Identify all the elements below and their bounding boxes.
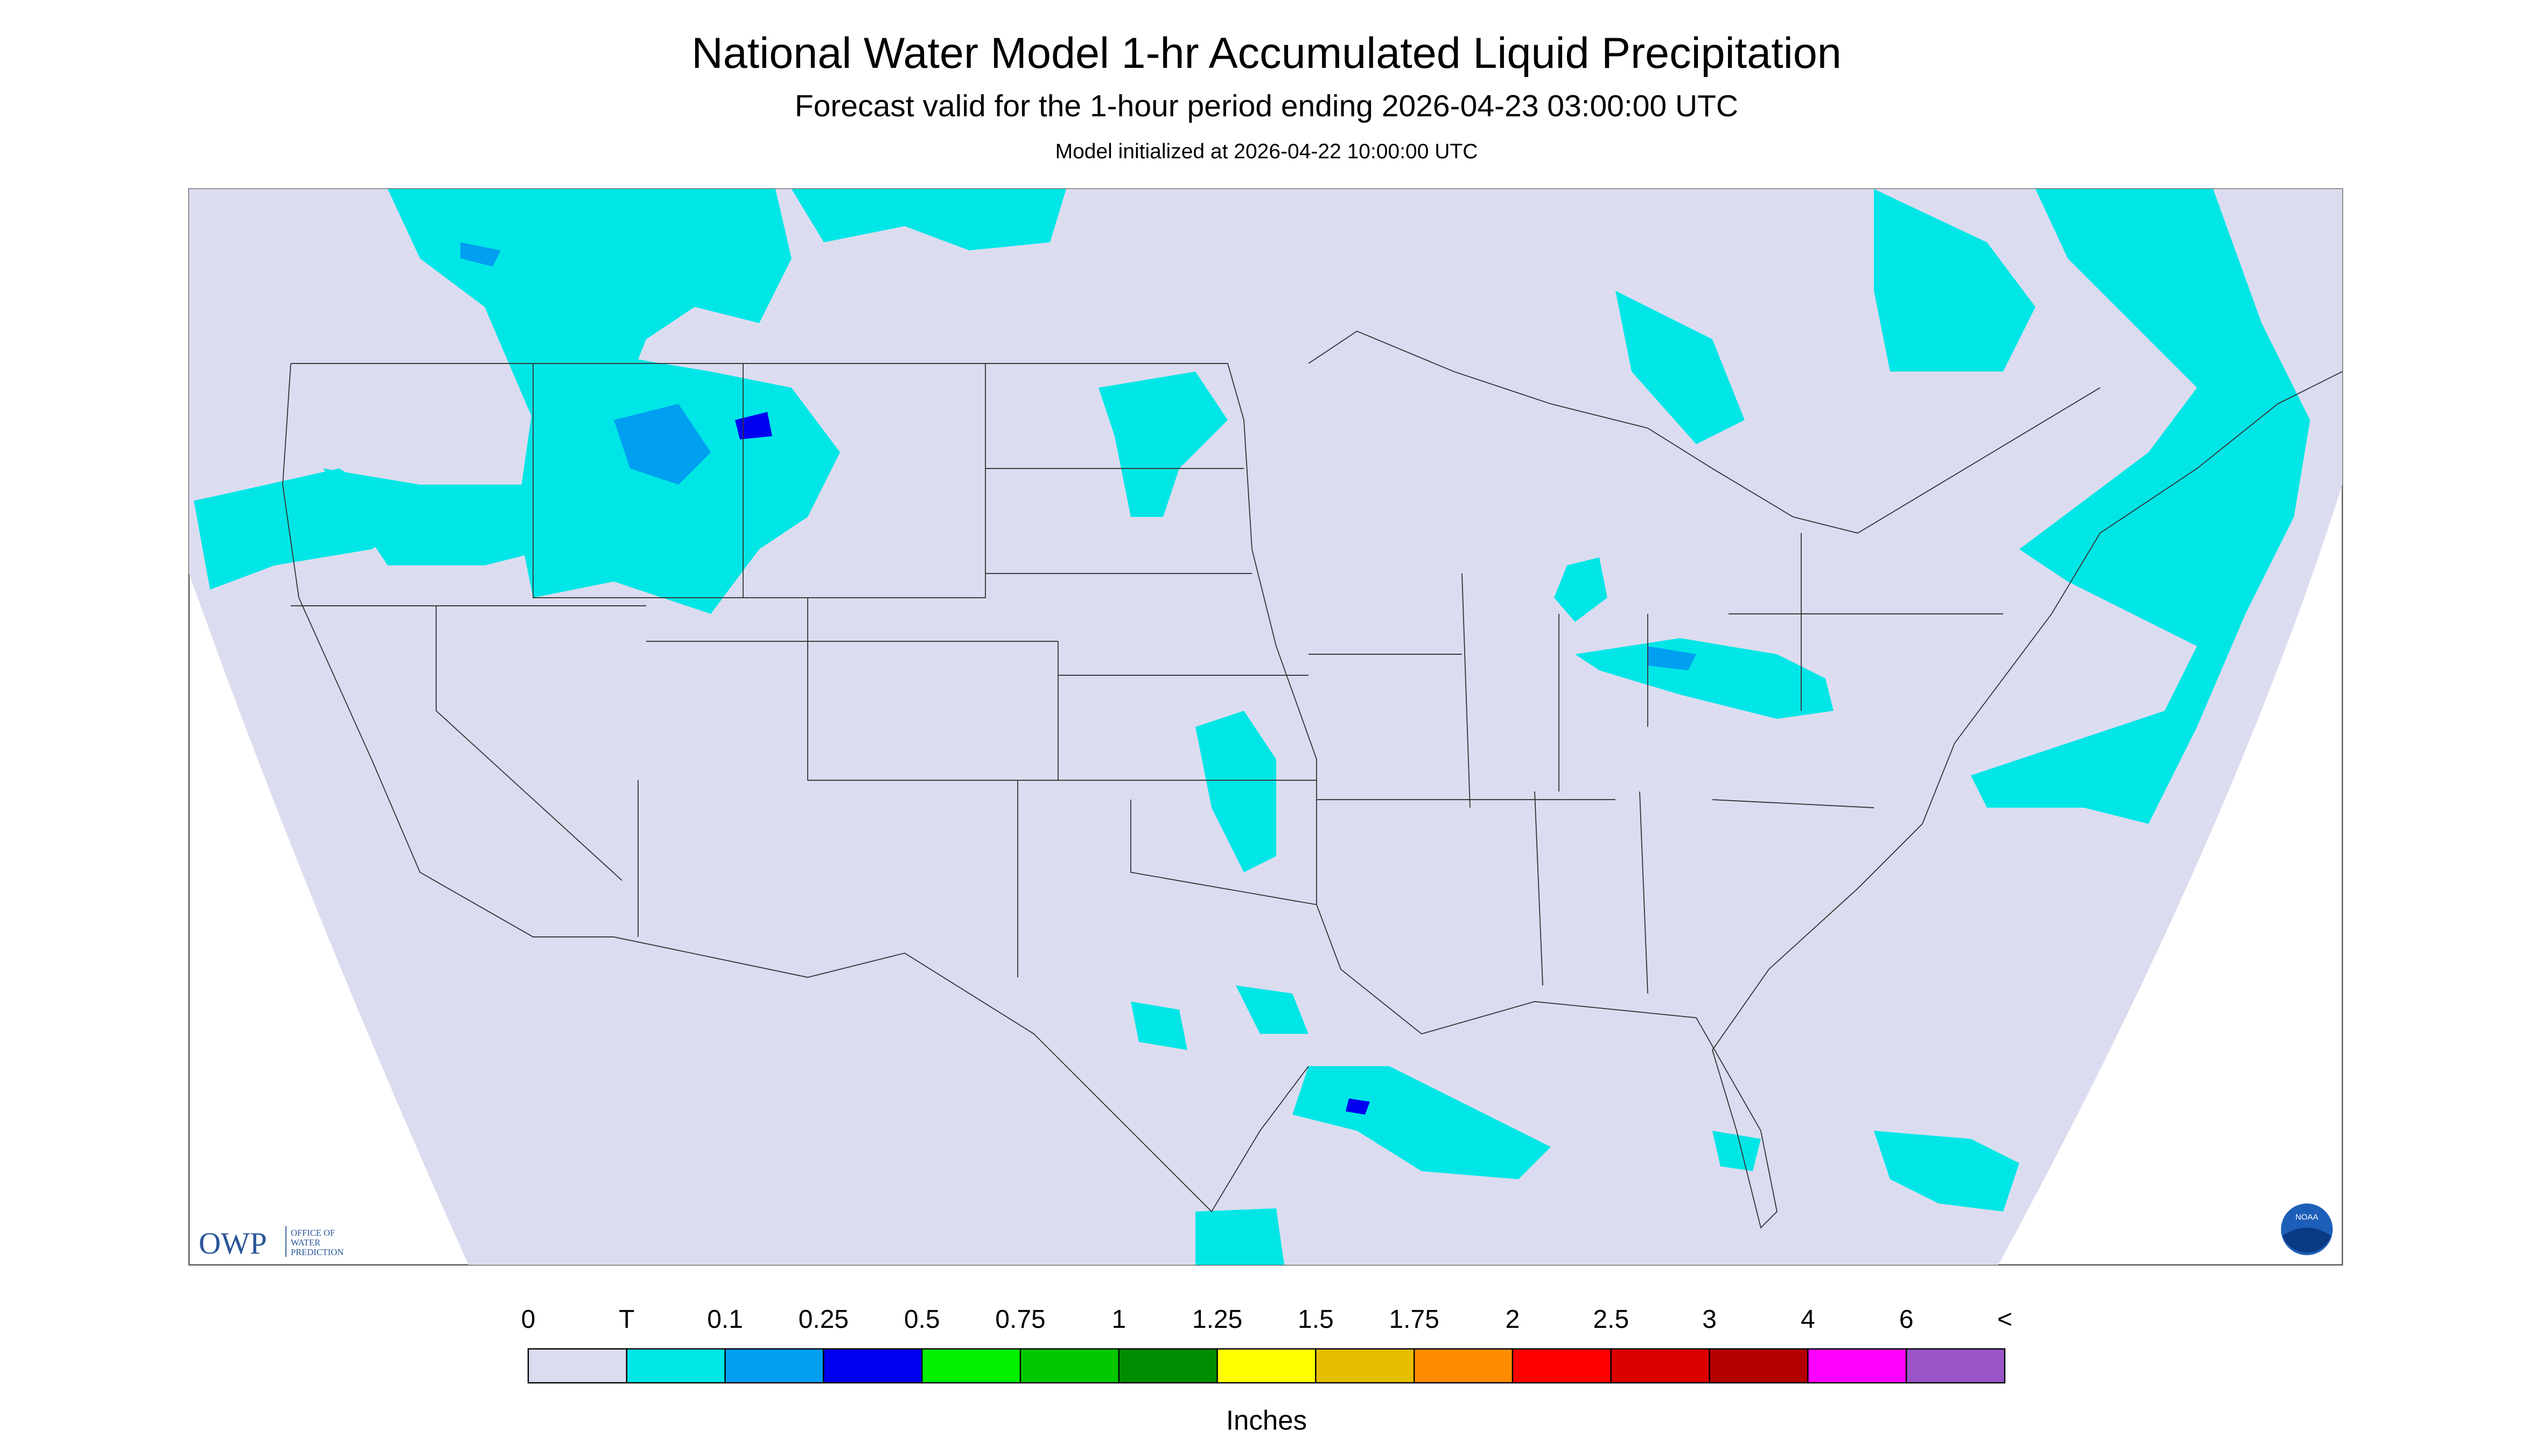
colorbar-label: 0.1 (707, 1305, 743, 1334)
colorbar-box (1512, 1348, 1612, 1384)
colorbar-label: 2 (1506, 1305, 1520, 1334)
init-time: Model initialized at 2026-04-22 10:00:00… (1055, 140, 1478, 163)
colorbar-box (1315, 1348, 1415, 1384)
colorbar-box (724, 1348, 824, 1384)
colorbar-label: 0 (521, 1305, 536, 1334)
colorbar-label: 0.5 (904, 1305, 940, 1334)
colorbar-box (1019, 1348, 1120, 1384)
colorbar-unit: Inches (1226, 1405, 1307, 1436)
owp-logo: OWP OFFICE OF WATER PREDICTION (199, 1226, 344, 1261)
owp-line: OFFICE OF (291, 1228, 335, 1238)
colorbar-box (1709, 1348, 1809, 1384)
precip (194, 189, 2310, 1265)
colorbar-box (1905, 1348, 2006, 1384)
colorbar-label: 3 (1702, 1305, 1717, 1334)
colorbar-label: 1.75 (1389, 1305, 1439, 1334)
owp-line: WATER (291, 1237, 320, 1248)
colorbar-box (626, 1348, 726, 1384)
colorbar-label: 2.5 (1593, 1305, 1629, 1334)
colorbar-box (1118, 1348, 1218, 1384)
noaa-text: NOAA (2296, 1213, 2319, 1222)
owp-abbr: OWP (199, 1227, 267, 1261)
colorbar-label: T (619, 1305, 634, 1334)
colorbar-box (1216, 1348, 1317, 1384)
colorbar-label: < (1997, 1305, 2012, 1334)
colorbar-box (921, 1348, 1021, 1384)
colorbar-label: 0.75 (995, 1305, 1045, 1334)
colorbar-label: 4 (1801, 1305, 1815, 1334)
colorbar-label: 1.25 (1192, 1305, 1242, 1334)
title: National Water Model 1-hr Accumulated Li… (691, 29, 1842, 78)
owp-line: PREDICTION (291, 1247, 344, 1257)
colorbar-label: 1.5 (1298, 1305, 1334, 1334)
colorbar-label: 0.25 (799, 1305, 849, 1334)
map: OWP OFFICE OF WATER PREDICTION NOAA (188, 188, 2343, 1266)
colorbar: 0 T 0.1 0.25 0.5 0.75 1 1.25 1.5 1.75 2 2.5 3 4 6 < (521, 1305, 2012, 1384)
colorbar-box (1807, 1348, 1907, 1384)
subtitle: Forecast valid for the 1-hour period end… (795, 89, 1738, 123)
colorbar-box (527, 1348, 628, 1384)
boundaries (282, 331, 2343, 1229)
colorbar-label: 6 (1899, 1305, 1914, 1334)
colorbar-label: 1 (1111, 1305, 1126, 1334)
colorbar-box (1610, 1348, 1710, 1384)
colorbar-box (823, 1348, 923, 1384)
noaa-logo: NOAA (2281, 1203, 2333, 1256)
colorbar-box (1414, 1348, 1514, 1384)
